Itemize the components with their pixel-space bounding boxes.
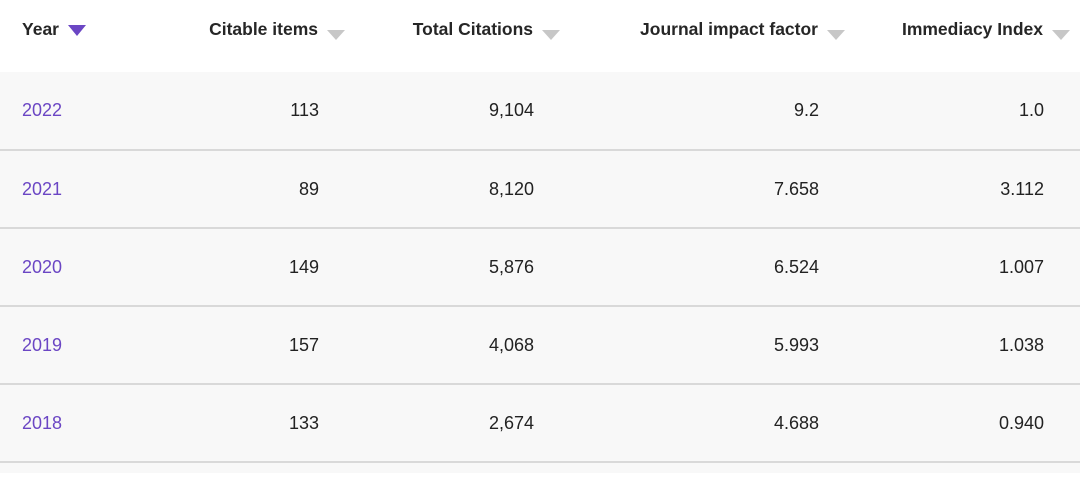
- year-link[interactable]: 2019: [22, 334, 63, 355]
- table-body: 2022 113 9,104 9.2 1.0 2021 89 8,120 7.6…: [0, 72, 1080, 462]
- year-cell: 2018: [0, 384, 170, 462]
- column-header-immediacy-index-label: Immediacy Index: [901, 18, 1043, 39]
- total-citations-cell: 5,876: [488, 256, 534, 277]
- sort-desc-active-icon: [67, 25, 86, 36]
- year-link[interactable]: 2020: [22, 256, 63, 277]
- citable-items-cell: 133: [288, 412, 319, 433]
- total-citations-cell: 4,068: [488, 334, 534, 355]
- column-header-journal-impact-factor-label: Journal impact factor: [640, 18, 818, 39]
- column-header-total-citations-label: Total Citations: [412, 18, 533, 39]
- column-header-citable-items-label: Citable items: [209, 18, 318, 39]
- sort-inactive-icon: [1052, 30, 1070, 40]
- year-cell: 2021: [0, 150, 170, 228]
- table-row: 2020 149 5,876 6.524 1.007: [0, 228, 1080, 306]
- sort-inactive-icon: [827, 30, 845, 40]
- journal-impact-factor-cell: 6.524: [773, 256, 819, 277]
- next-row-sliver: [0, 463, 1080, 473]
- immediacy-index-cell: 3.112: [1000, 178, 1044, 199]
- citable-items-cell: 113: [290, 100, 319, 120]
- column-header-journal-impact-factor[interactable]: Journal impact factor: [570, 0, 855, 72]
- journal-impact-factor-cell: 7.658: [773, 178, 819, 199]
- column-header-citable-items[interactable]: Citable items: [170, 0, 355, 72]
- table-row: 2022 113 9,104 9.2 1.0: [0, 72, 1080, 150]
- citable-items-cell: 149: [288, 256, 319, 277]
- immediacy-index-cell: 1.0: [1018, 100, 1044, 120]
- immediacy-index-cell: 1.038: [998, 334, 1044, 355]
- year-cell: 2022: [0, 72, 170, 150]
- year-link[interactable]: 2021: [22, 178, 63, 199]
- table-row: 2018 133 2,674 4.688 0.940: [0, 384, 1080, 462]
- total-citations-cell: 2,674: [488, 412, 534, 433]
- immediacy-index-cell: 1.007: [998, 256, 1044, 277]
- column-header-total-citations[interactable]: Total Citations: [355, 0, 570, 72]
- citable-items-cell: 157: [288, 334, 319, 355]
- column-header-year-label: Year: [22, 18, 59, 39]
- total-citations-cell: 8,120: [488, 178, 534, 199]
- year-cell: 2020: [0, 228, 170, 306]
- total-citations-cell: 9,104: [488, 100, 534, 120]
- column-header-year[interactable]: Year: [0, 0, 170, 72]
- table-row: 2019 157 4,068 5.993 1.038: [0, 306, 1080, 384]
- sort-inactive-icon: [327, 30, 345, 40]
- citable-items-cell: 89: [298, 178, 319, 199]
- journal-impact-factor-cell: 5.993: [773, 334, 819, 355]
- year-link[interactable]: 2022: [22, 100, 63, 120]
- immediacy-index-cell: 0.940: [998, 412, 1044, 433]
- journal-impact-factor-cell: 9.2: [793, 100, 819, 120]
- column-header-immediacy-index[interactable]: Immediacy Index: [855, 0, 1080, 72]
- table-row: 2021 89 8,120 7.658 3.112: [0, 150, 1080, 228]
- year-cell: 2019: [0, 306, 170, 384]
- sort-inactive-icon: [542, 30, 560, 40]
- year-link[interactable]: 2018: [22, 412, 63, 433]
- journal-impact-factor-cell: 4.688: [773, 412, 819, 433]
- table-header: Year Citable items Total Citations Journ…: [0, 0, 1080, 72]
- journal-metrics-table: Year Citable items Total Citations Journ…: [0, 0, 1080, 462]
